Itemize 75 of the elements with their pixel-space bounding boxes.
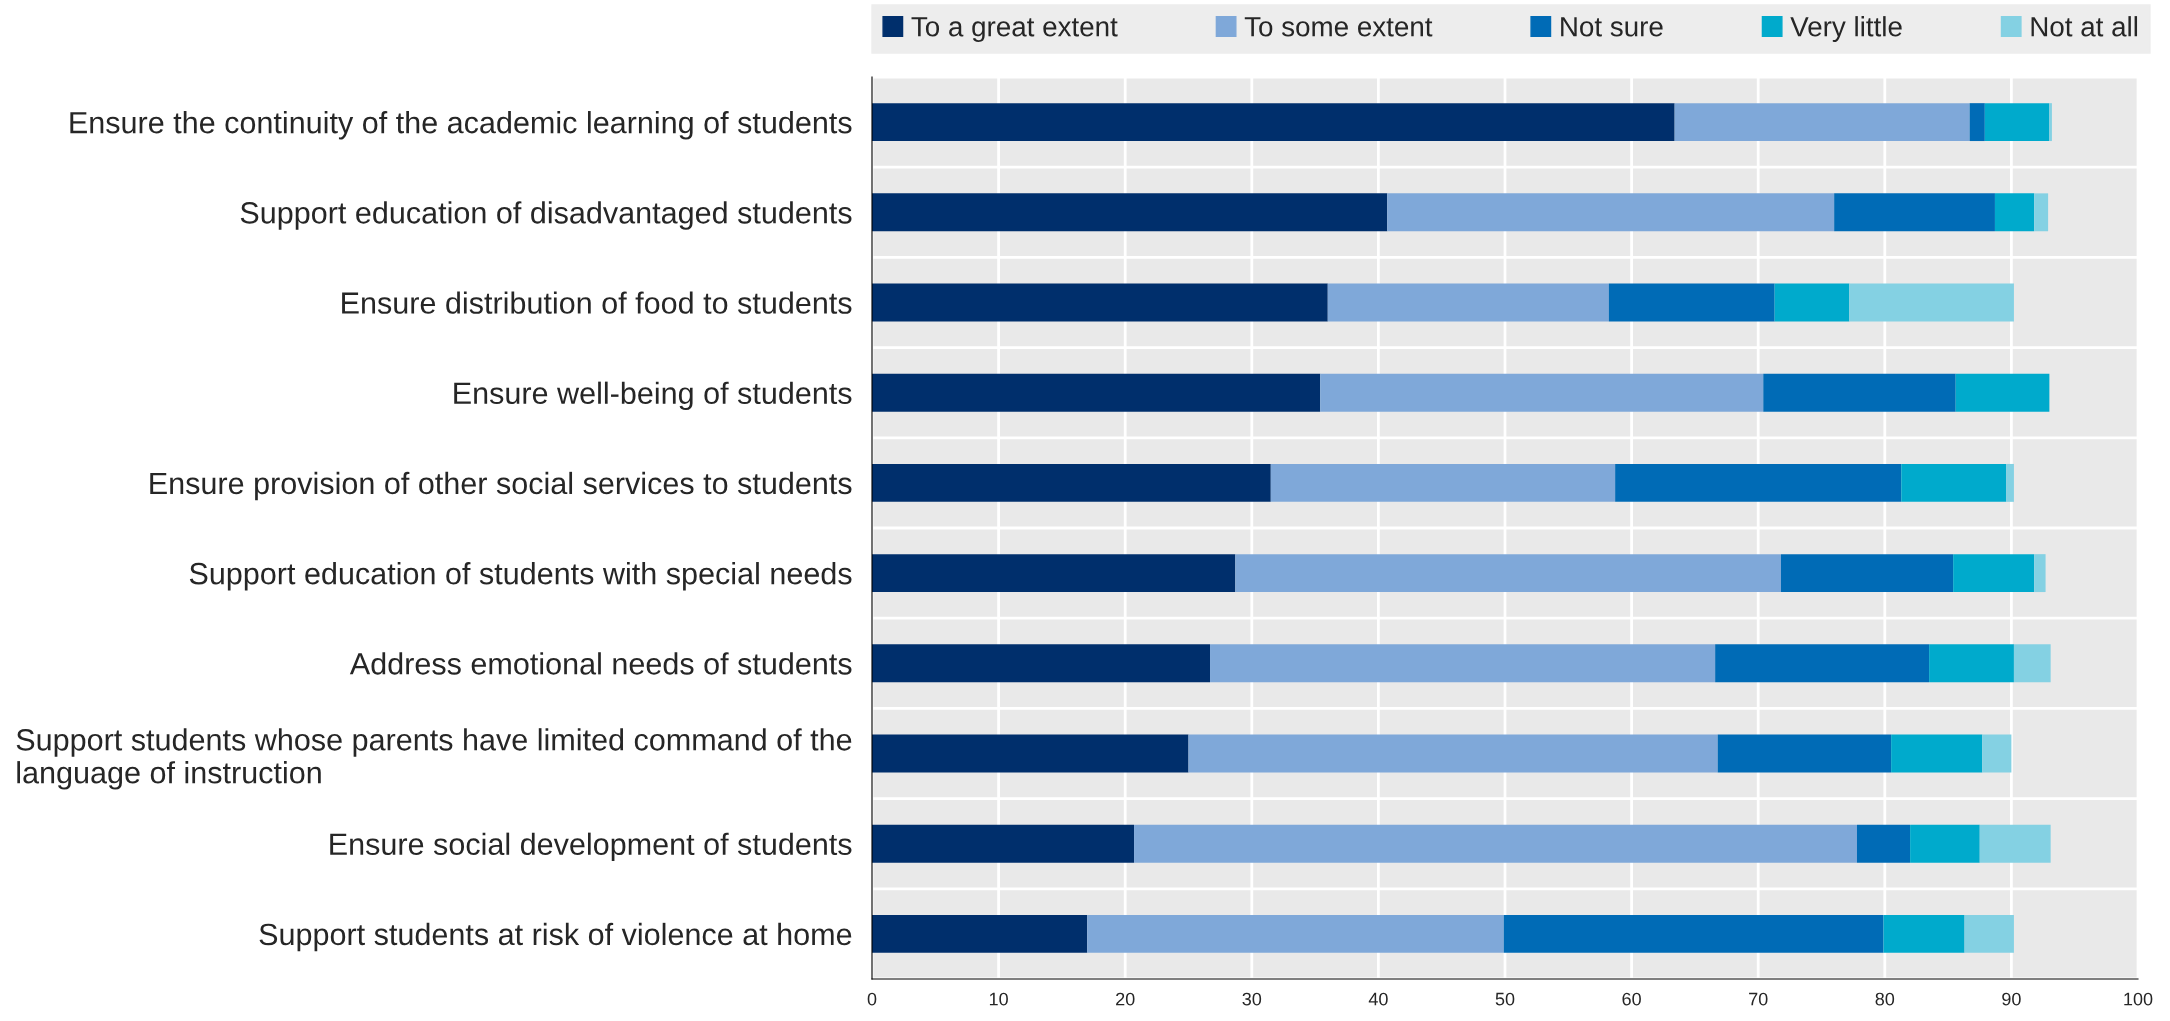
bar [1891,734,1983,773]
bar [1982,734,2012,773]
bar [1856,824,1911,863]
bar [1780,554,1954,593]
legend-label: To a great extent [911,17,1118,43]
legend-label: Not at all [2031,16,2138,37]
y-tick-label: Ensure social development of students [330,832,852,862]
bar [1188,734,1718,773]
x-tick-label: 90 [2002,992,2021,1006]
bar [872,193,1388,232]
bar [1834,193,1995,232]
x-tick-label: 40 [1368,992,1388,1006]
y-tick-label: Support education of students with special needs [189,562,852,591]
bar [1883,914,1965,953]
y-tick-label: Ensure provision of other social services to students [150,471,852,501]
legend-label: To some extent [1244,17,1433,37]
bar [1717,734,1892,773]
bar [1715,644,1930,683]
y-tick-label: Support students whose parents have limited command of the language of instruction [16,728,852,790]
bar [872,914,1088,953]
bar [1994,193,2035,232]
bar [1910,824,1980,863]
bar [1235,554,1781,593]
bar [1901,463,2007,502]
bar [872,283,1328,322]
bar [2034,554,2046,593]
x-tick-label: 50 [1495,992,1515,1006]
y-tick-label: Support education of disadvantaged students [240,201,852,230]
bar [1929,644,2014,683]
x-tick-label: 30 [1242,992,1262,1006]
bar [1984,103,2050,142]
y-tick-label: Ensure well-being of students [454,381,852,411]
legend-label: Not sure [1561,17,1663,37]
bar [872,824,1135,863]
bar [1763,373,1956,412]
y-tick-label: Ensure the continuity of the academic learning of students [70,111,852,140]
bar [1320,373,1764,412]
bar [1955,373,2050,412]
x-tick-label: 100 [2124,992,2153,1006]
bar [872,373,1321,412]
bar [1953,554,2035,593]
bar [1964,914,2014,953]
x-tick-label: 60 [1622,992,1641,1006]
x-tick-label: 10 [989,992,1008,1006]
bar [2013,644,2051,683]
bar [1969,103,1985,142]
x-tick-label: 80 [1875,992,1895,1006]
bar [1134,824,1857,863]
bar [1503,914,1884,953]
bar [1674,103,1970,142]
bar [1979,824,2051,863]
y-tick-label: Support students at risk of violence at home [259,922,852,952]
bar [1270,463,1616,502]
bar [1608,283,1775,322]
bar [872,463,1271,502]
x-tick-label: 20 [1116,992,1135,1006]
bar [872,554,1236,593]
bar [2006,463,2014,502]
bar [1849,283,2014,322]
legend-label: Very little [1790,16,1902,43]
x-tick-label: 0 [867,992,877,1006]
bar [872,103,1675,142]
x-tick-label: 70 [1749,992,1768,1006]
bar [1774,283,1850,322]
y-tick-label: Address emotional needs of students [349,652,852,675]
bar [2034,193,2049,232]
bar [872,644,1211,683]
bar [1087,914,1504,953]
y-tick-label: Ensure distribution of food to students [342,291,852,314]
bar [1327,283,1609,322]
bar [872,734,1189,773]
bar [1210,644,1716,683]
bar [2049,103,2052,142]
bar [1387,193,1835,232]
bar [1615,463,1902,502]
